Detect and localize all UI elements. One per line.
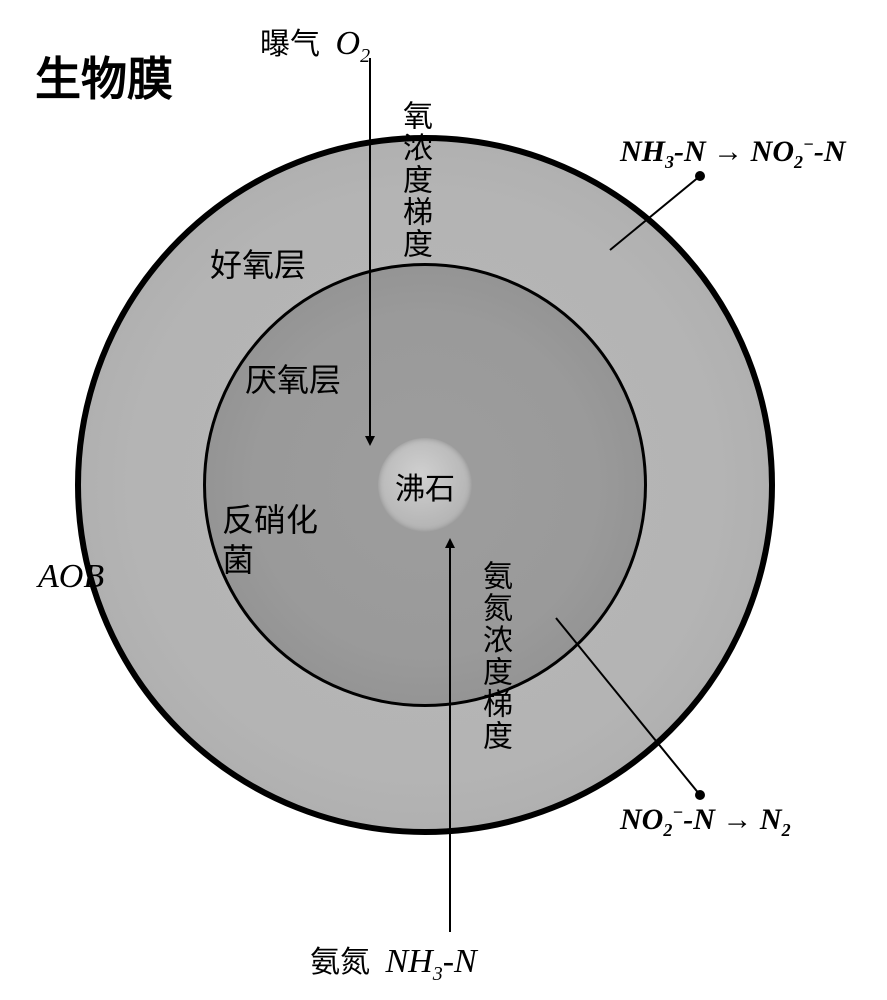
nh3-sub: 3	[433, 963, 443, 985]
callout-inner-dot	[695, 790, 705, 800]
title-biofilm: 生物膜	[35, 50, 173, 110]
bottom-ammonia-label: 氨氮 NH3-N	[310, 940, 477, 987]
ammonia-gradient-label: 氨氮浓度梯度	[475, 560, 514, 752]
denitrifying-bacteria-label: 反硝化菌	[222, 500, 322, 580]
o2-sub: 2	[360, 45, 370, 67]
nh3-nh: NH	[386, 943, 433, 980]
diagram-stage: 生物膜 曝气 O2 氨氮 NH3-N AOB 好氧层 厌氧层 反硝化菌 沸石 氧…	[0, 0, 887, 1000]
reaction-inner-no2-to-n2: NO2−-N → N2	[620, 800, 791, 842]
bottom-ammonia-chem: NH3-N	[386, 943, 477, 980]
o2-o: O	[336, 25, 361, 62]
bottom-ammonia-text: 氨氮	[310, 946, 370, 979]
aerobic-layer-label: 好氧层	[210, 245, 306, 287]
top-aeration-label: 曝气 O2	[260, 22, 370, 69]
anaerobic-layer-label: 厌氧层	[245, 360, 341, 402]
top-aeration-chem: O2	[336, 25, 371, 62]
top-aeration-text: 曝气	[260, 28, 320, 61]
nh3-n: -N	[443, 943, 477, 980]
zeolite-label: 沸石	[395, 470, 455, 509]
reaction-outer-nh3-to-no2: NH3-N → NO2−-N	[620, 132, 846, 174]
aob-label: AOB	[38, 555, 104, 599]
oxygen-gradient-label: 氧浓度梯度	[395, 100, 434, 260]
